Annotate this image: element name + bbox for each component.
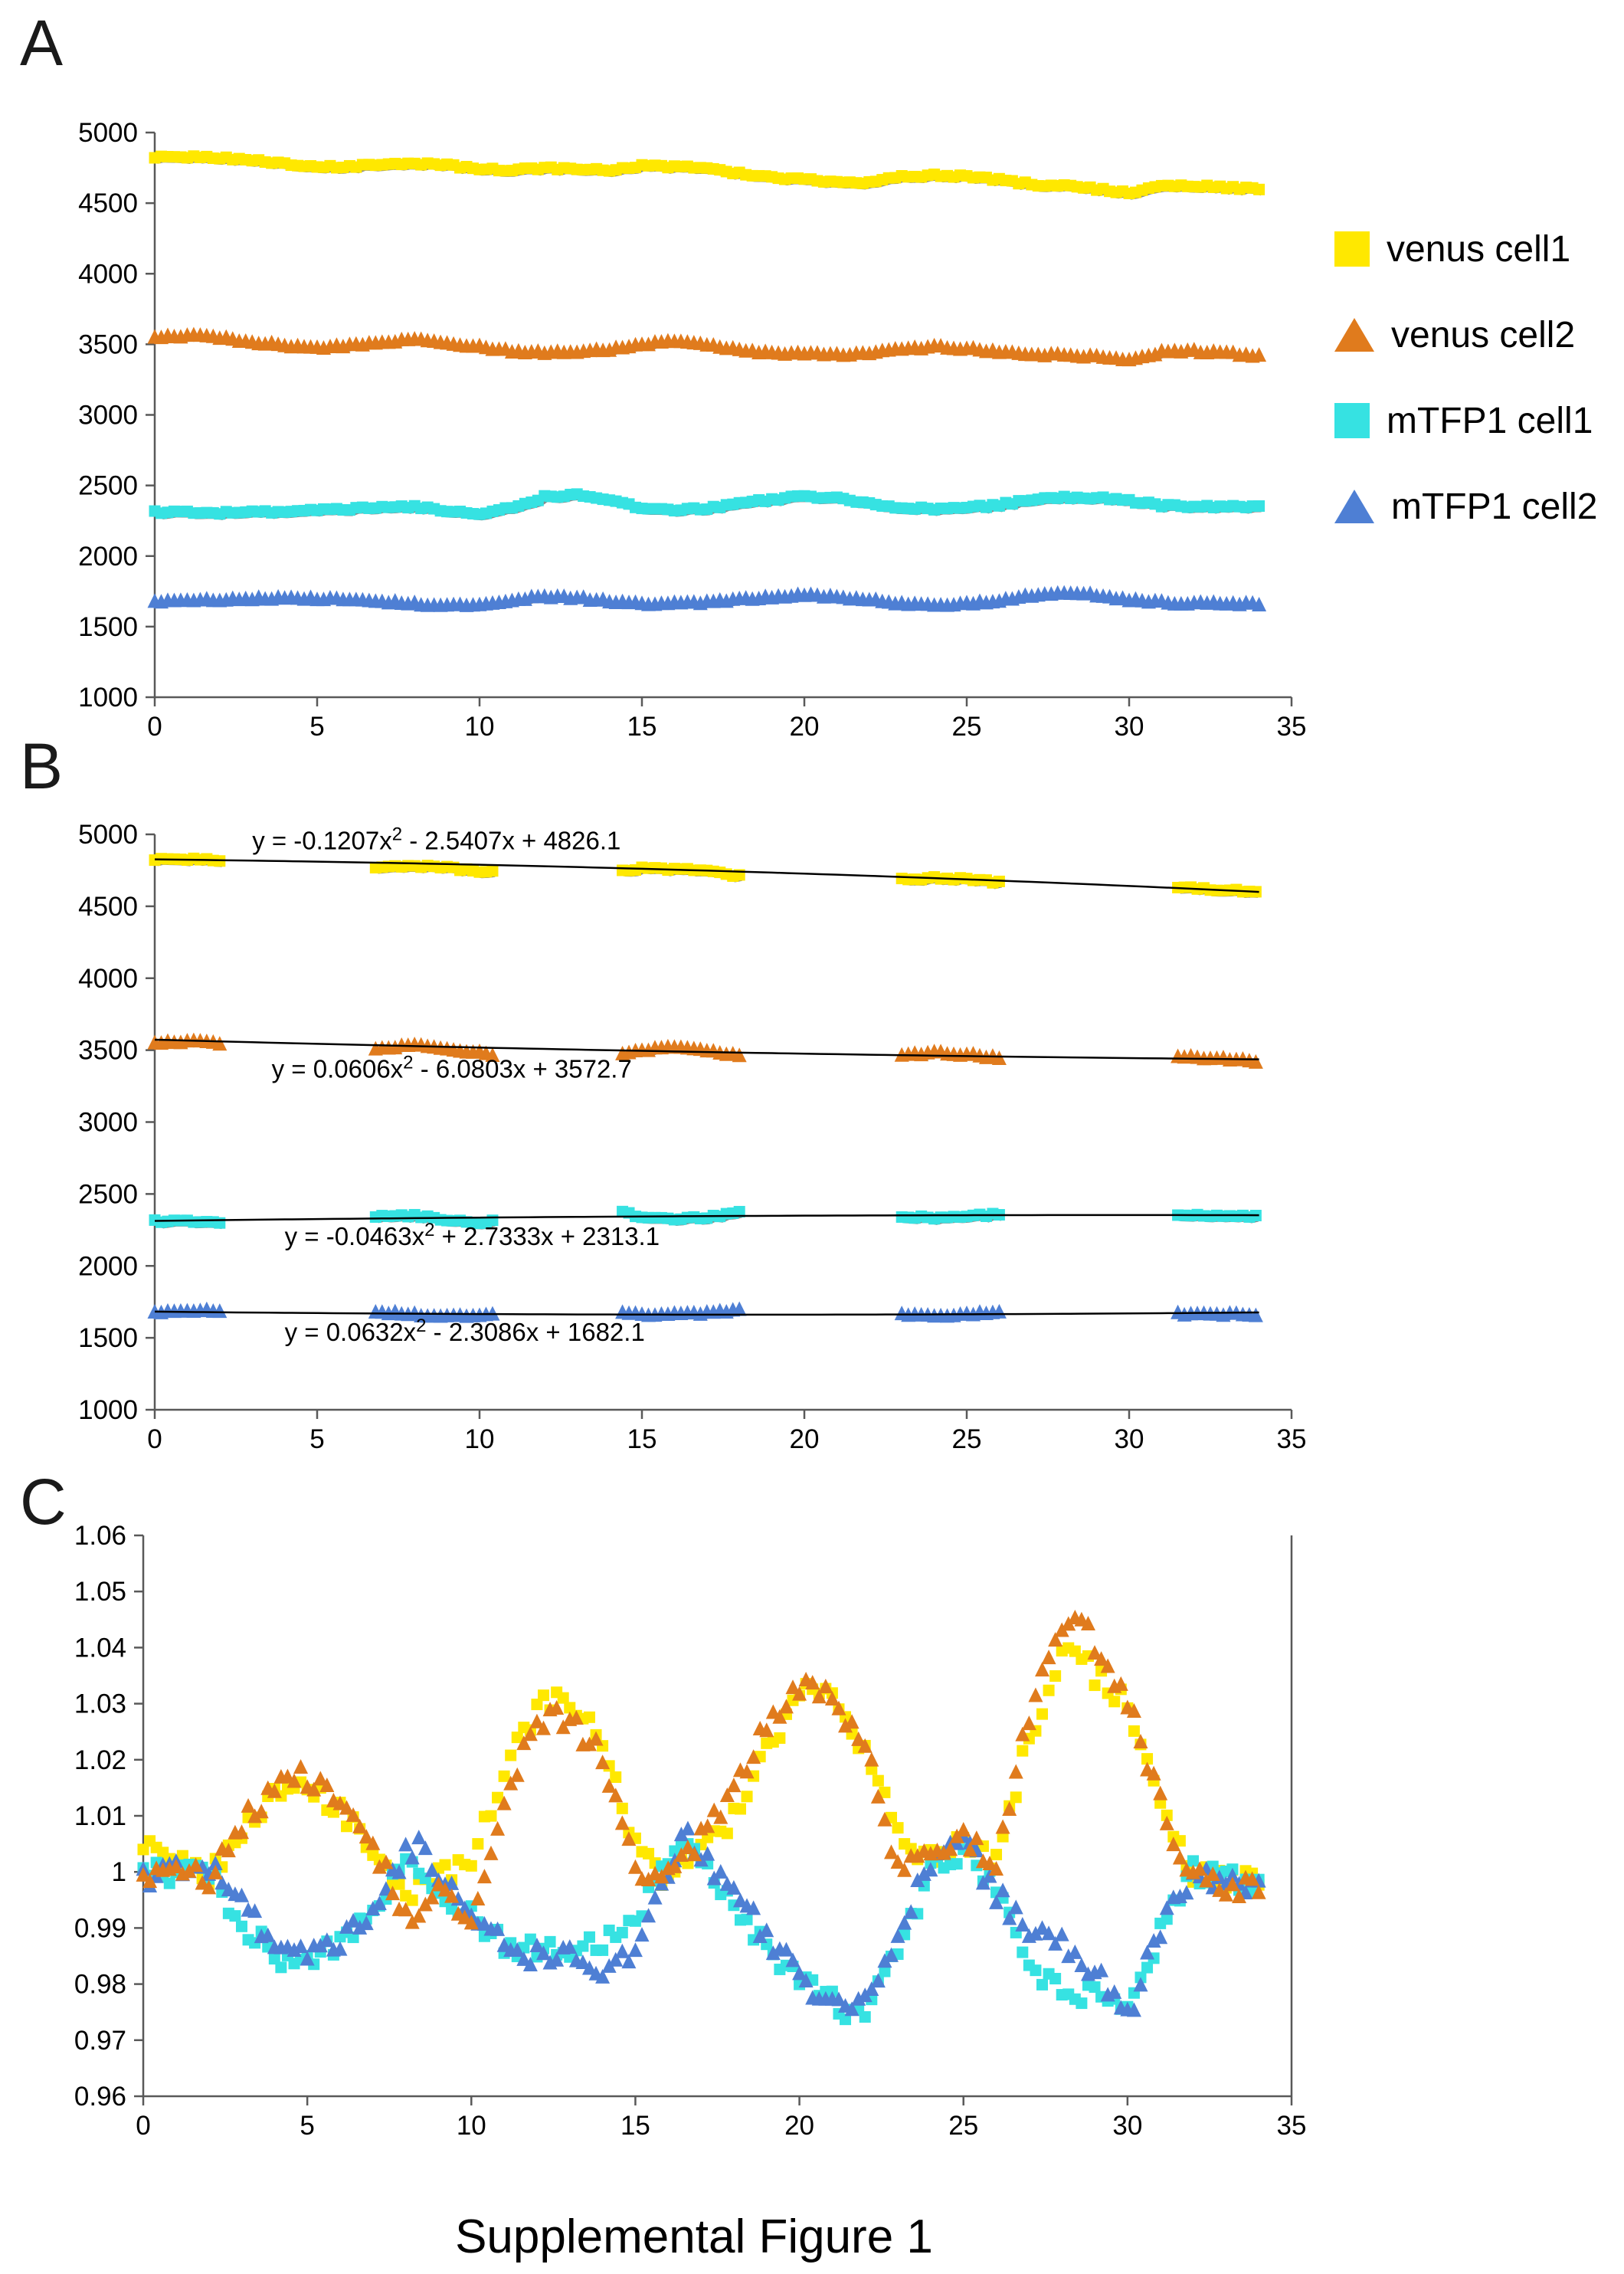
svg-text:1.03: 1.03	[74, 1689, 126, 1719]
svg-text:2500: 2500	[78, 471, 138, 501]
svg-text:3500: 3500	[78, 329, 138, 359]
svg-text:3500: 3500	[78, 1036, 138, 1066]
chart-panel-c: 0.96 0.97 0.98 0.99 1 1.01 1.02 1.03 1.04 1.05 1.0…	[31, 1498, 1333, 2164]
svg-text:35: 35	[1277, 1424, 1307, 1454]
svg-text:2000: 2000	[78, 1251, 138, 1281]
legend: venus cell1 venus cell2 mTFP1 cell1 mTFP…	[1334, 228, 1598, 527]
svg-text:35: 35	[1277, 712, 1307, 742]
legend-label-venus-cell1: venus cell1	[1387, 228, 1571, 270]
svg-text:0: 0	[147, 712, 162, 742]
panel-b-letter: B	[20, 730, 64, 802]
svg-text:15: 15	[620, 2111, 650, 2141]
svg-text:1000: 1000	[78, 1395, 138, 1425]
svg-text:0.97: 0.97	[74, 2026, 126, 2056]
svg-text:4000: 4000	[78, 964, 138, 994]
svg-text:1: 1	[112, 1857, 126, 1887]
venus-cell1-square-marker-icon	[1334, 231, 1370, 267]
svg-text:1.05: 1.05	[74, 1577, 126, 1607]
svg-text:y = 0.0632x2 - 2.3086x + 1682.: y = 0.0632x2 - 2.3086x + 1682.1	[285, 1316, 645, 1346]
svg-text:4500: 4500	[78, 188, 138, 218]
svg-text:10: 10	[465, 1424, 495, 1454]
svg-text:20: 20	[790, 712, 820, 742]
svg-text:2000: 2000	[78, 542, 138, 572]
svg-text:5000: 5000	[78, 820, 138, 850]
svg-text:15: 15	[627, 1424, 657, 1454]
svg-text:10: 10	[457, 2111, 486, 2141]
svg-text:15: 15	[627, 712, 657, 742]
chart-panel-b: 1000 1500 2000 2500 3000 3500 4000 4500 5000 0 5 10…	[31, 797, 1333, 1471]
svg-text:25: 25	[952, 1424, 982, 1454]
svg-text:2500: 2500	[78, 1179, 138, 1209]
legend-item-venus-cell1: venus cell1	[1334, 228, 1597, 270]
svg-text:5000: 5000	[78, 118, 138, 148]
svg-text:1500: 1500	[78, 612, 138, 642]
legend-item-mtfp1-cell2: mTFP1 cell2	[1334, 486, 1598, 527]
legend-label-mtfp1-cell1: mTFP1 cell1	[1387, 400, 1593, 441]
legend-label-mtfp1-cell2: mTFP1 cell2	[1391, 486, 1598, 527]
svg-text:1000: 1000	[78, 683, 138, 713]
svg-text:4500: 4500	[78, 892, 138, 922]
svg-text:25: 25	[952, 712, 982, 742]
figure-caption: Supplemental Figure 1	[455, 2210, 933, 2263]
svg-text:4000: 4000	[78, 259, 138, 289]
svg-text:5: 5	[309, 1424, 324, 1454]
svg-text:35: 35	[1277, 2111, 1307, 2141]
svg-text:y = -0.0463x2 + 2.7333x + 2313: y = -0.0463x2 + 2.7333x + 2313.1	[285, 1220, 660, 1250]
svg-text:1500: 1500	[78, 1323, 138, 1353]
legend-item-venus-cell2: venus cell2	[1334, 314, 1597, 356]
svg-text:1.04: 1.04	[74, 1633, 126, 1663]
svg-text:3000: 3000	[78, 1108, 138, 1138]
svg-text:y = -0.1207x2 - 2.5407x + 4826: y = -0.1207x2 - 2.5407x + 4826.1	[252, 824, 620, 855]
mtfp1-cell2-triangle-marker-icon	[1334, 490, 1374, 523]
legend-label-venus-cell2: venus cell2	[1391, 314, 1576, 356]
svg-text:1.02: 1.02	[74, 1745, 126, 1775]
svg-text:0.98: 0.98	[74, 1970, 126, 2000]
svg-text:y = 0.0606x2 - 6.0803x + 3572.: y = 0.0606x2 - 6.0803x + 3572.7	[272, 1052, 632, 1083]
chart-panel-a: 1000 1500 2000 2500 3000 3500 4000 4500 5000 0 5 10…	[31, 92, 1333, 766]
panel-c-letter: C	[20, 1466, 67, 1538]
svg-text:0: 0	[136, 2111, 150, 2141]
svg-text:5: 5	[309, 712, 324, 742]
svg-text:1.06: 1.06	[74, 1521, 126, 1551]
svg-text:3000: 3000	[78, 401, 138, 431]
svg-text:20: 20	[790, 1424, 820, 1454]
svg-text:30: 30	[1112, 2111, 1142, 2141]
svg-text:25: 25	[948, 2111, 978, 2141]
svg-text:0.99: 0.99	[74, 1913, 126, 1943]
svg-text:10: 10	[465, 712, 495, 742]
svg-text:0: 0	[147, 1424, 162, 1454]
venus-cell2-triangle-marker-icon	[1334, 318, 1374, 352]
svg-text:30: 30	[1115, 712, 1144, 742]
svg-text:5: 5	[300, 2111, 314, 2141]
mtfp1-cell1-square-marker-icon	[1334, 403, 1370, 438]
svg-text:1.01: 1.01	[74, 1801, 126, 1831]
legend-item-mtfp1-cell1: mTFP1 cell1	[1334, 400, 1597, 441]
svg-text:30: 30	[1115, 1424, 1144, 1454]
panel-a-letter: A	[20, 7, 64, 79]
svg-text:0.96: 0.96	[74, 2082, 126, 2112]
svg-text:20: 20	[784, 2111, 814, 2141]
